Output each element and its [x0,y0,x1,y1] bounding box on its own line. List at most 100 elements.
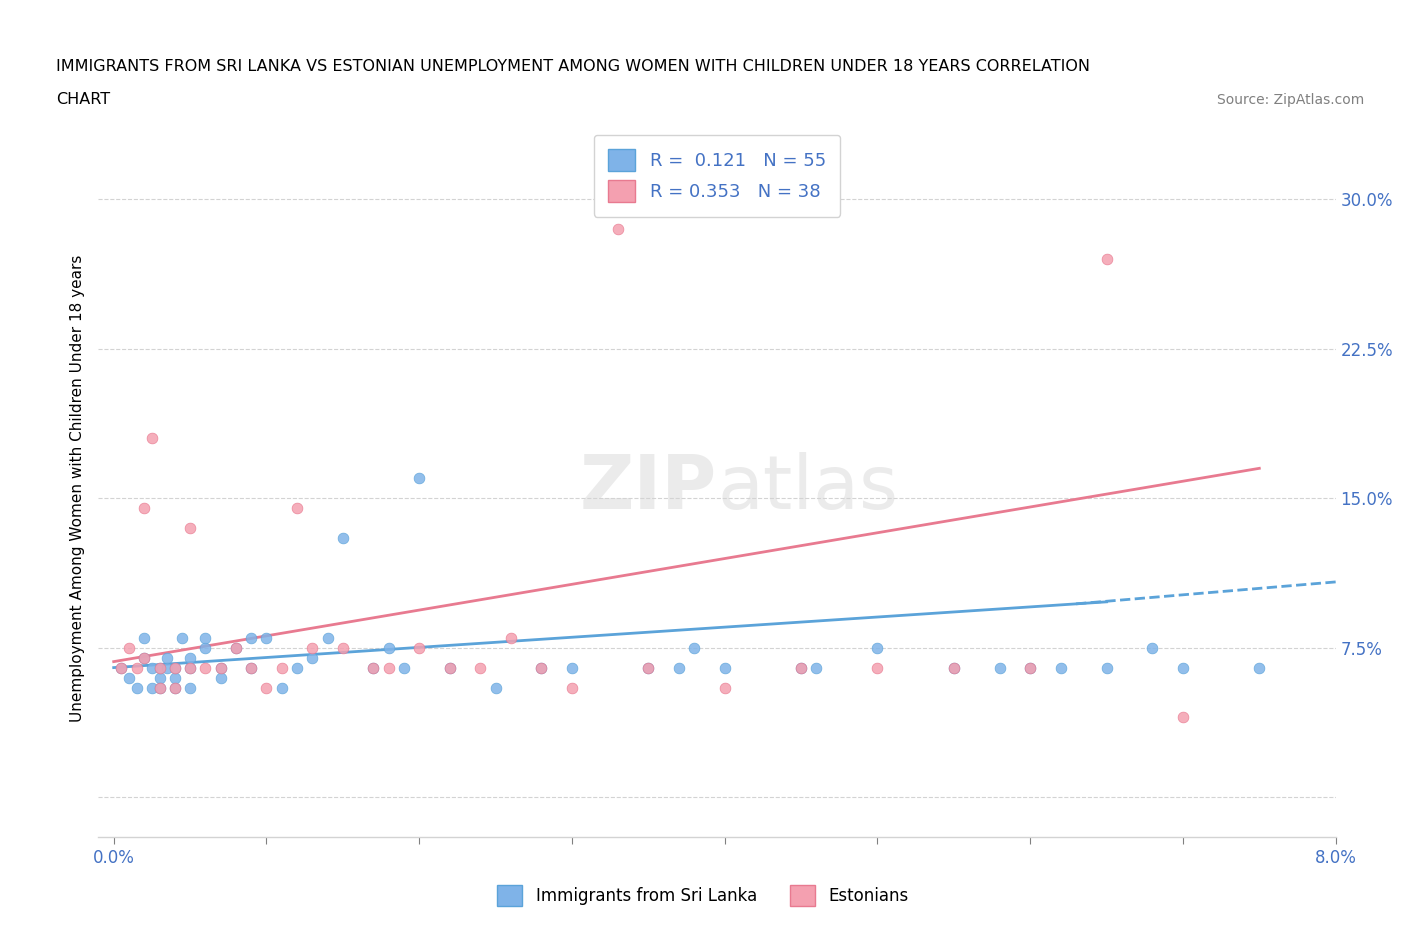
Point [179,660,201,675]
Point [1171,660,1194,675]
Point [1249,660,1271,675]
Point [256,631,278,645]
Point [1171,710,1194,724]
Point [790,660,813,675]
Point [561,660,583,675]
Point [148,660,170,675]
Point [118,640,141,655]
Point [194,631,217,645]
Point [156,660,179,675]
Point [225,640,247,655]
Y-axis label: Unemployment Among Women with Children Under 18 years: Unemployment Among Women with Children U… [69,255,84,722]
Point [163,660,186,675]
Point [713,660,735,675]
Point [377,660,399,675]
Point [240,631,263,645]
Point [179,650,201,665]
Point [408,471,430,485]
Point [439,660,461,675]
Point [637,660,659,675]
Point [392,660,415,675]
Point [179,660,201,675]
Point [148,680,170,695]
Point [316,631,339,645]
Point [172,631,194,645]
Point [209,660,232,675]
Point [942,660,965,675]
Point [1049,660,1071,675]
Point [270,660,292,675]
Point [668,660,690,675]
Text: CHART: CHART [56,92,110,107]
Point [209,671,232,685]
Point [561,680,583,695]
Text: atlas: atlas [717,452,898,525]
Point [499,631,522,645]
Point [163,680,186,695]
Point [209,660,232,675]
Point [141,431,163,445]
Point [141,680,163,695]
Point [148,660,170,675]
Point [332,640,354,655]
Point [225,640,247,655]
Point [163,660,186,675]
Point [134,650,156,665]
Point [1095,660,1118,675]
Point [363,660,385,675]
Point [179,521,201,536]
Point [125,660,148,675]
Point [683,640,706,655]
Point [606,221,628,236]
Legend: R =  0.121   N = 55, R = 0.353   N = 38: R = 0.121 N = 55, R = 0.353 N = 38 [593,135,841,217]
Point [866,660,889,675]
Point [134,650,156,665]
Point [110,660,132,675]
Point [332,531,354,546]
Point [866,640,889,655]
Point [530,660,553,675]
Point [484,680,506,695]
Point [163,680,186,695]
Point [194,640,217,655]
Point [942,660,965,675]
Point [285,500,308,515]
Point [156,650,179,665]
Text: ZIP: ZIP [579,452,717,525]
Point [1019,660,1042,675]
Point [148,671,170,685]
Point [470,660,492,675]
Point [148,680,170,695]
Point [270,680,292,695]
Point [134,631,156,645]
Point [1019,660,1042,675]
Point [163,671,186,685]
Point [806,660,828,675]
Text: Source: ZipAtlas.com: Source: ZipAtlas.com [1216,93,1364,107]
Point [301,640,323,655]
Point [125,680,148,695]
Point [240,660,263,675]
Point [790,660,813,675]
Point [110,660,132,675]
Point [240,660,263,675]
Point [1142,640,1164,655]
Point [377,640,399,655]
Point [988,660,1011,675]
Point [256,680,278,695]
Text: IMMIGRANTS FROM SRI LANKA VS ESTONIAN UNEMPLOYMENT AMONG WOMEN WITH CHILDREN UND: IMMIGRANTS FROM SRI LANKA VS ESTONIAN UN… [56,60,1090,74]
Point [118,671,141,685]
Point [408,640,430,655]
Point [439,660,461,675]
Legend: Immigrants from Sri Lanka, Estonians: Immigrants from Sri Lanka, Estonians [491,879,915,912]
Point [179,680,201,695]
Point [530,660,553,675]
Point [1095,252,1118,267]
Point [301,650,323,665]
Point [285,660,308,675]
Point [141,660,163,675]
Point [134,500,156,515]
Point [194,660,217,675]
Point [713,680,735,695]
Point [363,660,385,675]
